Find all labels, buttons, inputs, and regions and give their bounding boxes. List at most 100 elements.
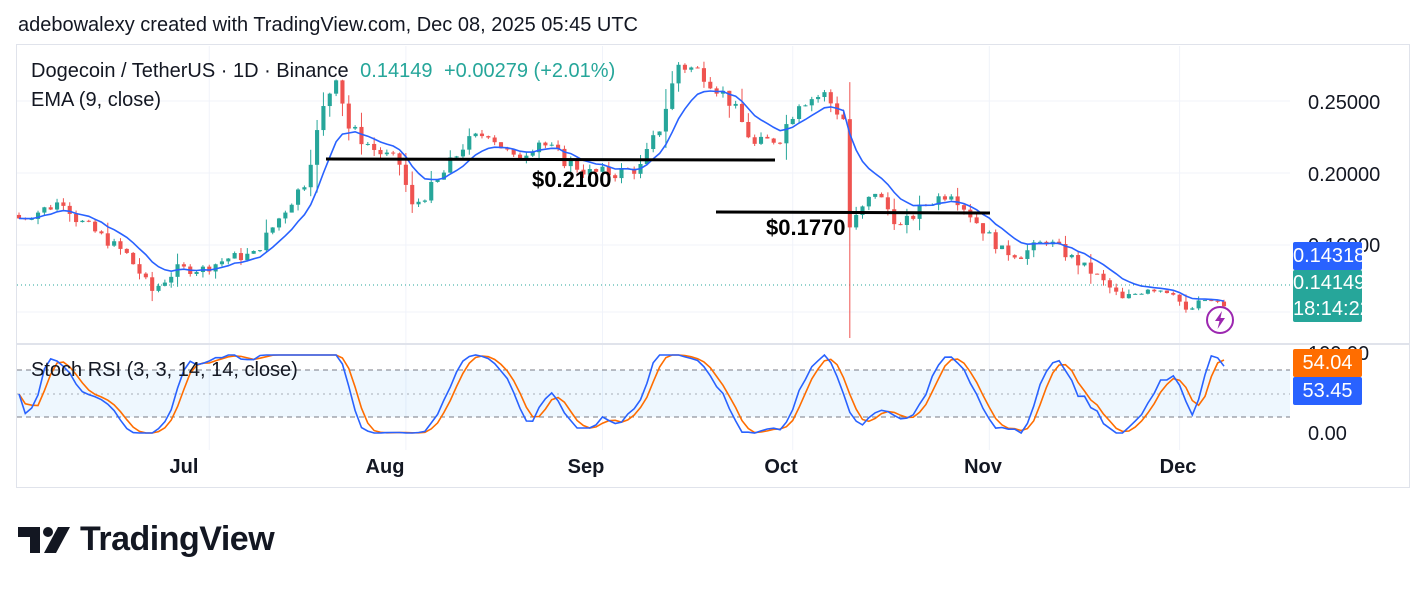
candle-body — [511, 149, 516, 155]
candle — [1126, 289, 1131, 299]
candle — [809, 96, 814, 112]
candle-body — [346, 103, 351, 129]
candle — [562, 145, 567, 169]
candle — [549, 142, 554, 147]
candle — [1107, 278, 1112, 294]
candle-body — [435, 179, 440, 182]
support-line-0.2100 — [325, 157, 776, 162]
candle — [543, 141, 548, 149]
candle — [1031, 239, 1036, 258]
candle-body — [321, 106, 326, 131]
candle-body — [1209, 300, 1214, 302]
candle-body — [156, 285, 161, 291]
candle-body — [213, 264, 218, 272]
candle — [1101, 270, 1106, 286]
candle-body — [663, 108, 668, 132]
candle-body — [758, 136, 764, 144]
candle-body — [873, 193, 878, 197]
candle-body — [993, 232, 998, 250]
candle-body — [162, 282, 167, 286]
candle-body — [422, 200, 427, 202]
candle-body — [378, 149, 383, 155]
candle-body — [587, 169, 592, 175]
candle-body — [644, 149, 649, 164]
candle — [1012, 254, 1017, 260]
candle — [397, 152, 402, 176]
candle-body — [1215, 300, 1220, 302]
candle — [993, 229, 998, 254]
last-price-tag: 0.14149 18:14:22 — [1293, 270, 1371, 322]
candle — [124, 248, 129, 254]
candle-body — [987, 232, 992, 234]
candle-body — [505, 148, 510, 150]
candle-body — [391, 152, 396, 154]
candle — [213, 263, 218, 279]
candle-body — [517, 154, 523, 160]
candle-body — [816, 96, 821, 100]
time-axis-label: Sep — [568, 456, 605, 478]
candle — [378, 147, 383, 158]
candle-body — [403, 164, 408, 185]
candle-body — [1183, 301, 1188, 310]
candle — [936, 193, 941, 211]
candle-body — [486, 136, 491, 138]
candle — [1202, 299, 1208, 302]
candle-body — [1006, 245, 1011, 256]
candle-body — [86, 220, 91, 222]
candle-body — [1177, 294, 1182, 302]
candle — [1152, 288, 1157, 293]
candle-body — [257, 250, 263, 252]
candle-body — [1012, 255, 1017, 258]
candle — [1171, 291, 1176, 296]
candle-body — [1158, 290, 1163, 292]
candle — [264, 219, 269, 253]
chart-frame — [16, 44, 1410, 488]
candle-body — [264, 232, 269, 251]
chart-caption: adebowalexy created with TradingView.com… — [18, 14, 638, 36]
candle — [473, 132, 478, 138]
candle — [156, 283, 161, 293]
candle-body — [410, 184, 415, 205]
candle-body — [181, 264, 186, 267]
candle — [955, 187, 960, 211]
candle — [1069, 253, 1074, 259]
candle — [987, 230, 992, 234]
lightning-icon[interactable] — [1205, 305, 1235, 335]
candle-body — [131, 252, 136, 265]
candle-body — [207, 266, 212, 272]
candle — [803, 104, 808, 107]
candle-body — [365, 143, 370, 145]
candle-body — [936, 196, 941, 205]
candle-body — [61, 202, 66, 206]
candle-body — [29, 218, 34, 220]
candle-body — [1171, 293, 1176, 295]
candle-body — [105, 233, 110, 246]
candle-body — [854, 214, 859, 228]
ema-price-tag: 0.14318 — [1293, 242, 1365, 270]
candle-body — [689, 67, 694, 70]
candle-body — [606, 166, 611, 176]
annotation-0.2100: $0.2100 — [532, 167, 612, 192]
candle-body — [340, 80, 345, 104]
candle — [587, 164, 592, 177]
candle-body — [1133, 293, 1138, 295]
candle-body — [955, 196, 960, 206]
candle-body — [771, 138, 776, 143]
candle-body — [1025, 250, 1030, 259]
candle — [118, 238, 123, 255]
candle — [200, 265, 205, 278]
candle-body — [498, 142, 504, 149]
candle-body — [334, 80, 339, 94]
candle-body — [315, 130, 320, 165]
candle-body — [828, 92, 833, 104]
stoch-legend: Stoch RSI (3, 3, 14, 14, close) — [31, 359, 298, 381]
candle-body — [169, 276, 174, 283]
candle-body — [1107, 280, 1112, 288]
candle-body — [194, 272, 199, 274]
tradingview-logo[interactable]: TradingView — [18, 520, 275, 559]
candle — [486, 135, 491, 140]
candle — [93, 218, 98, 233]
candle — [784, 114, 789, 160]
support-line-0.1770 — [715, 210, 991, 215]
